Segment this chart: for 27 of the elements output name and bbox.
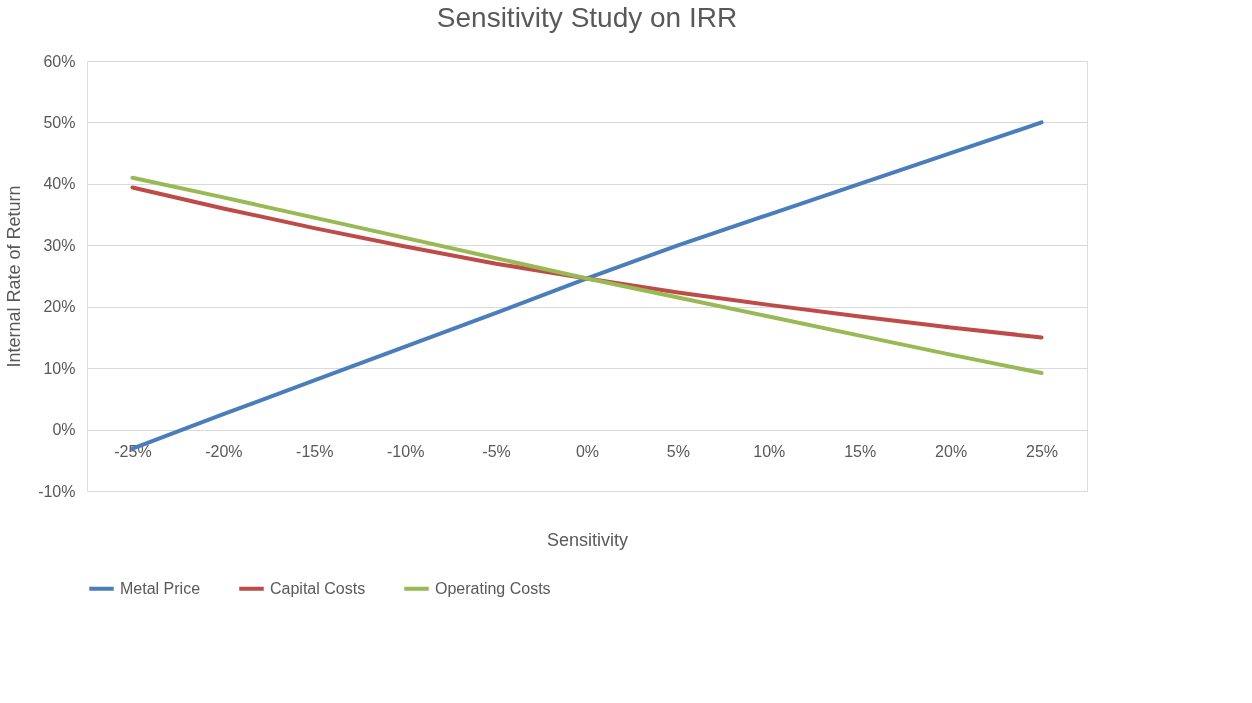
- y-tick-label: 30%: [43, 236, 76, 254]
- x-tick-label: 0%: [575, 443, 600, 461]
- legend-label: Capital Costs: [270, 579, 366, 597]
- y-tick-label: 50%: [43, 113, 76, 131]
- x-tick-label: 25%: [1026, 443, 1059, 461]
- y-tick-label: 10%: [43, 359, 76, 377]
- x-tick-label: -5%: [482, 443, 511, 461]
- y-tick-label: 60%: [43, 52, 76, 70]
- x-tick-label: -25%: [114, 443, 152, 461]
- x-axis-title: Sensitivity: [546, 529, 629, 550]
- y-tick-label: 20%: [43, 298, 76, 316]
- y-tick-label: 40%: [43, 175, 76, 193]
- y-tick-label: -10%: [38, 482, 76, 500]
- y-axis-title: Internal Rate of Return: [4, 185, 25, 368]
- chart-title: Sensitivity Study on IRR: [436, 2, 738, 33]
- x-tick-label: -20%: [205, 443, 243, 461]
- x-tick-label: 5%: [666, 443, 690, 461]
- legend-label: Operating Costs: [435, 579, 551, 597]
- x-tick-label: -15%: [296, 443, 334, 461]
- x-tick-label: -10%: [387, 443, 425, 461]
- line-series: [130, 175, 1044, 376]
- legend-label: Metal Price: [120, 579, 201, 597]
- x-tick-label: 15%: [844, 443, 877, 461]
- x-tick-label: 10%: [753, 443, 786, 461]
- x-tick-label: 20%: [935, 443, 968, 461]
- y-tick-label: 0%: [52, 421, 76, 439]
- line-series: [130, 185, 1044, 340]
